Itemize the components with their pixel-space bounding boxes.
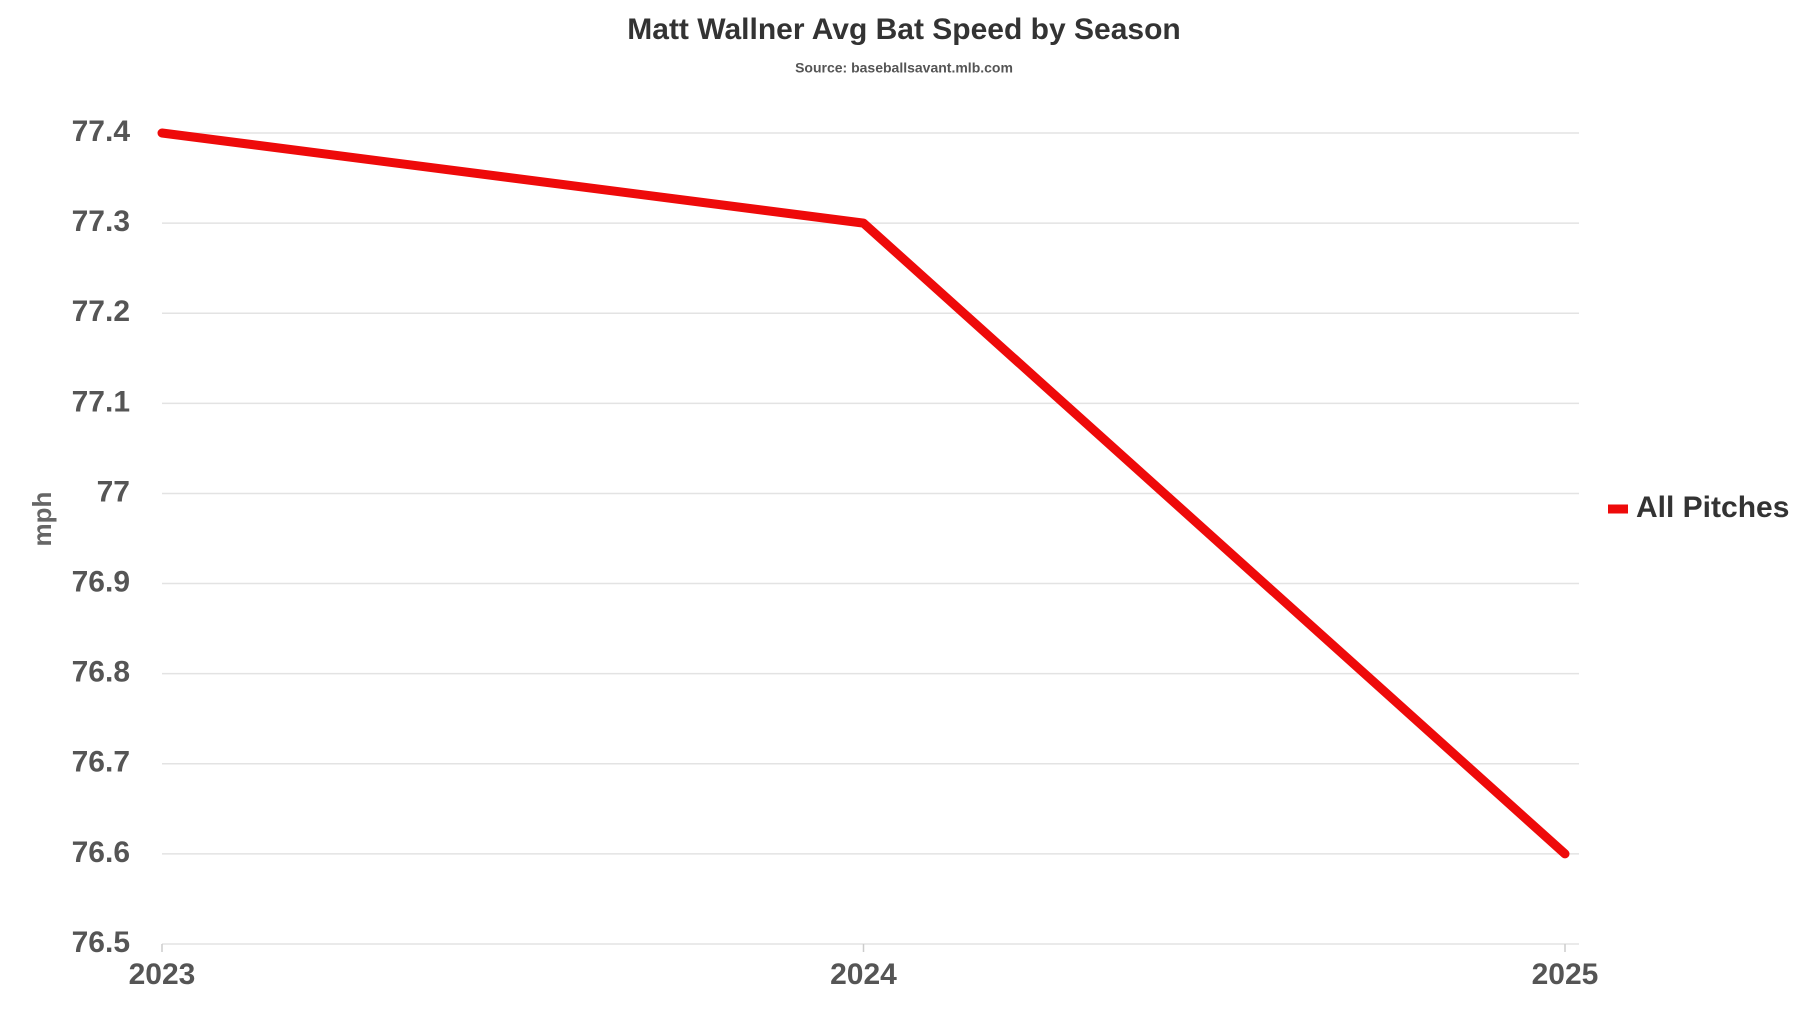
y-tick-label: 77 xyxy=(97,475,130,508)
x-tick-label: 2023 xyxy=(129,958,196,991)
x-tick-label: 2025 xyxy=(1532,958,1599,991)
legend-label[interactable]: All Pitches xyxy=(1636,491,1789,524)
y-tick-label: 76.6 xyxy=(72,836,130,869)
y-axis-label: mph xyxy=(27,492,57,547)
y-tick-label: 76.8 xyxy=(72,656,130,689)
y-tick-label: 77.4 xyxy=(72,115,131,148)
chart-title: Matt Wallner Avg Bat Speed by Season xyxy=(627,13,1180,46)
y-tick-label: 76.5 xyxy=(72,926,130,959)
series-line xyxy=(157,128,1570,859)
y-tick-label: 77.3 xyxy=(72,205,130,238)
y-tick-label: 77.1 xyxy=(72,385,130,418)
y-tick-label: 77.2 xyxy=(72,295,130,328)
y-tick-label: 76.9 xyxy=(72,565,130,598)
y-tick-label: 76.7 xyxy=(72,746,130,779)
x-tick-label: 2024 xyxy=(830,958,897,991)
chart-subtitle: Source: baseballsavant.mlb.com xyxy=(795,60,1013,76)
